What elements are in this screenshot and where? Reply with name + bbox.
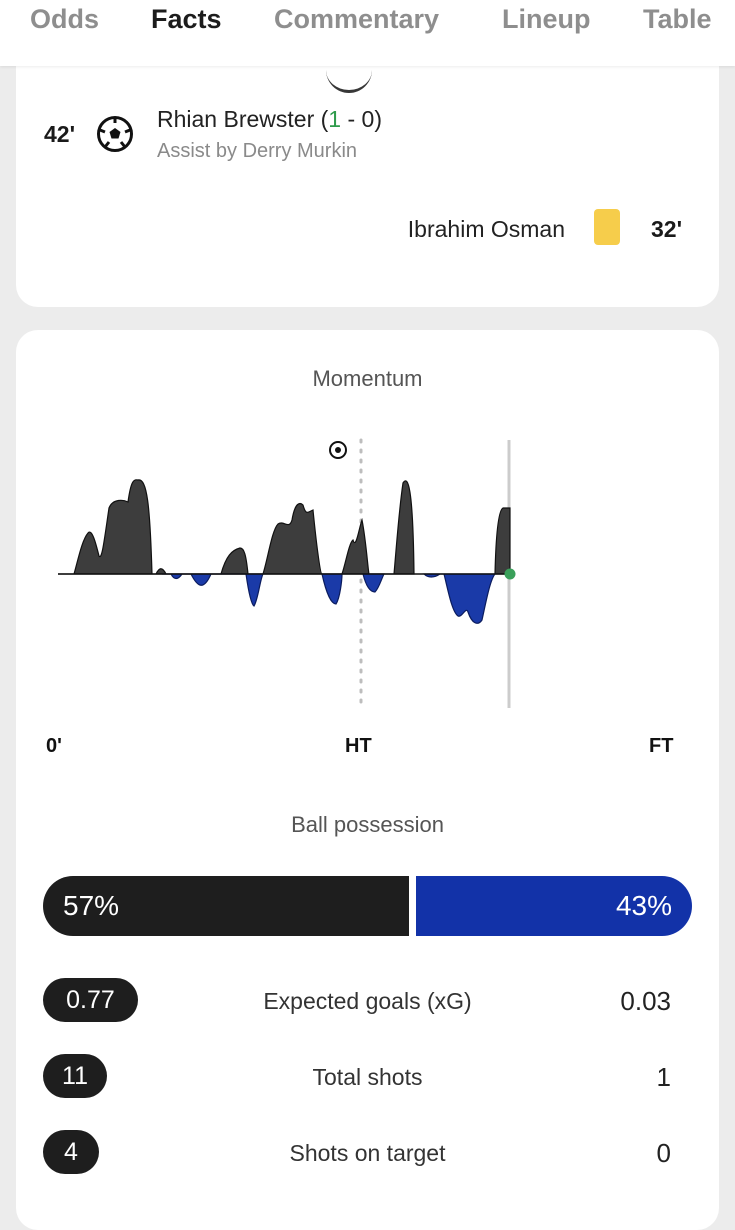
goal-minute: 42' xyxy=(44,121,76,147)
momentum-away-area-c xyxy=(362,573,385,593)
momentum-away-area-d xyxy=(422,573,497,624)
goal-scorer-name: Rhian Brewster xyxy=(157,106,315,132)
tab-table[interactable]: Table xyxy=(643,4,712,34)
possession-away-bar: 43% xyxy=(416,876,692,936)
xg-label: Expected goals (xG) xyxy=(263,988,472,1014)
tab-facts[interactable]: Facts xyxy=(151,4,222,34)
partial-event-icon xyxy=(326,70,372,93)
possession-away-value: 43% xyxy=(615,890,672,921)
match-stats-card: Momentum xyxy=(16,330,719,1230)
timeline-start-label: 0' xyxy=(46,735,62,757)
momentum-home-area xyxy=(58,479,415,575)
tab-commentary[interactable]: Commentary xyxy=(274,4,440,34)
momentum-title: Momentum xyxy=(312,366,423,391)
xg-home-pill: 0.77 xyxy=(43,978,138,1022)
card-player[interactable]: Ibrahim Osman xyxy=(407,216,565,242)
momentum-chart xyxy=(58,438,516,712)
timeline-ft-label: FT xyxy=(649,735,674,757)
soccer-ball-icon xyxy=(97,116,133,152)
momentum-away-area-b xyxy=(321,573,343,605)
shots-away-value: 1 xyxy=(656,1062,671,1092)
possession-title: Ball possession xyxy=(291,812,444,837)
possession-home-bar: 57% xyxy=(43,876,409,936)
xg-away-value: 0.03 xyxy=(620,986,671,1016)
goal-scorer[interactable]: Rhian Brewster (1 - 0) xyxy=(157,106,382,133)
score-rest: - 0) xyxy=(341,106,382,132)
on-target-home-pill: 4 xyxy=(43,1130,99,1174)
card-minute: 32' xyxy=(651,216,683,242)
current-time-dot xyxy=(504,568,516,580)
shots-home-pill: 11 xyxy=(43,1054,107,1098)
tab-bar: Odds Facts Commentary Lineup Table xyxy=(0,0,735,66)
score-home: 1 xyxy=(328,106,342,132)
shots-label: Total shots xyxy=(312,1064,423,1090)
goal-assist: Assist by Derry Murkin xyxy=(157,140,358,162)
on-target-label: Shots on target xyxy=(289,1140,446,1166)
match-events-card: 42' Rhian Brewster (1 - 0) Assist by Der… xyxy=(16,20,719,307)
tab-odds[interactable]: Odds xyxy=(30,4,100,34)
timeline-ht-label: HT xyxy=(345,735,372,757)
on-target-away-value: 0 xyxy=(656,1138,671,1168)
score-open: ( xyxy=(314,106,329,132)
possession-home-value: 57% xyxy=(63,890,120,921)
momentum-home-area-2 xyxy=(494,507,511,575)
tab-lineup[interactable]: Lineup xyxy=(502,4,591,34)
yellow-card-icon xyxy=(594,209,620,245)
momentum-goal-icon xyxy=(329,441,347,459)
momentum-away-area xyxy=(162,573,264,607)
